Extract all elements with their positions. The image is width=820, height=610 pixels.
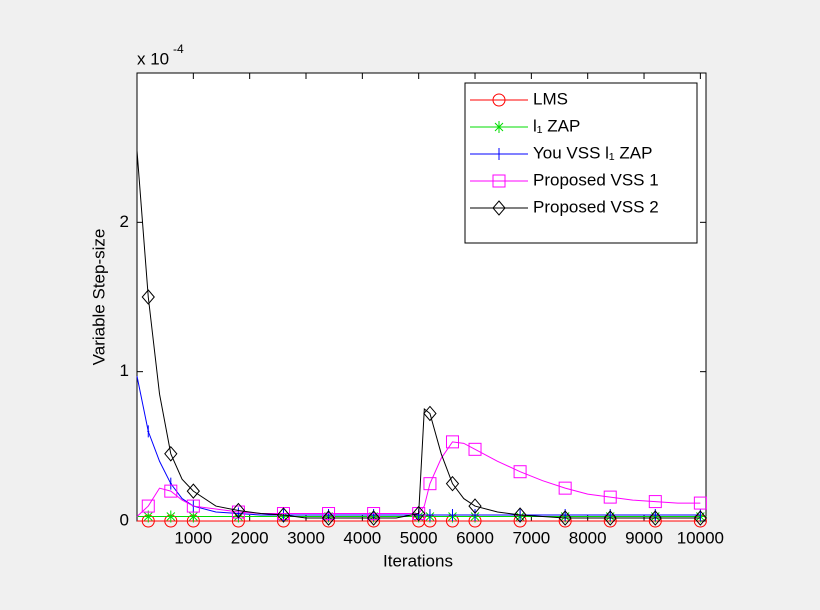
marker [445, 435, 459, 449]
marker [498, 148, 500, 160]
legend-label: l₁ ZAP [533, 116, 580, 135]
x-tick-label: 9000 [625, 528, 663, 547]
y-multiplier: x 10 [137, 49, 169, 68]
marker [693, 510, 708, 526]
legend-box [464, 82, 698, 244]
marker [428, 509, 431, 522]
marker [468, 498, 482, 514]
marker [558, 481, 572, 495]
marker [423, 477, 437, 491]
y-tick-label: 1 [120, 361, 129, 380]
y-multiplier-exponent: -4 [173, 42, 184, 56]
marker [141, 499, 155, 513]
y-tick-label: 0 [120, 510, 129, 529]
marker [142, 510, 155, 523]
marker [187, 510, 200, 523]
marker [169, 477, 172, 490]
marker [513, 465, 527, 479]
marker [164, 484, 178, 498]
marker [366, 510, 381, 526]
x-tick-label: 5000 [400, 528, 438, 547]
marker [493, 121, 505, 133]
marker [322, 507, 336, 521]
legend: LMS l₁ ZAP You VSS l₁ ZAP Proposed VSS 1 Pro… [464, 82, 698, 244]
x-axis-label: Iterations [383, 551, 453, 570]
legend-label: You VSS l₁ ZAP [533, 143, 652, 162]
x-tick-label: 8000 [569, 528, 607, 547]
marker [412, 505, 426, 522]
marker [468, 442, 482, 456]
marker [367, 507, 381, 521]
marker [603, 510, 617, 526]
marker [451, 509, 454, 522]
x-tick-label: 10000 [677, 528, 724, 547]
marker [492, 93, 506, 107]
x-tick-label: 2000 [231, 528, 269, 547]
marker [186, 499, 200, 513]
marker [445, 475, 460, 492]
x-tick-label: 7000 [512, 528, 550, 547]
x-tick-label: 3000 [287, 528, 325, 547]
series [136, 150, 708, 526]
marker [231, 502, 246, 519]
legend-label: LMS [533, 89, 568, 108]
marker [474, 509, 477, 522]
marker [558, 510, 572, 526]
marker [321, 510, 336, 526]
marker [603, 490, 617, 504]
marker [648, 495, 662, 509]
marker [492, 200, 506, 216]
marker [276, 507, 291, 523]
marker [513, 507, 527, 523]
marker [186, 483, 200, 499]
marker [693, 496, 707, 510]
x-tick-label: 6000 [456, 528, 494, 547]
marker [492, 174, 506, 188]
marker [141, 289, 155, 305]
legend-label: Proposed VSS 2 [533, 197, 659, 216]
marker [164, 510, 177, 523]
legend-label: Proposed VSS 1 [533, 170, 659, 189]
y-tick-label: 2 [120, 212, 129, 231]
x-tick-label: 4000 [343, 528, 381, 547]
marker [164, 446, 178, 462]
marker [147, 425, 150, 438]
marker [423, 405, 437, 422]
marker [648, 510, 662, 526]
x-tick-label: 1000 [174, 528, 212, 547]
y-axis-label: Variable Step-size [89, 229, 108, 366]
